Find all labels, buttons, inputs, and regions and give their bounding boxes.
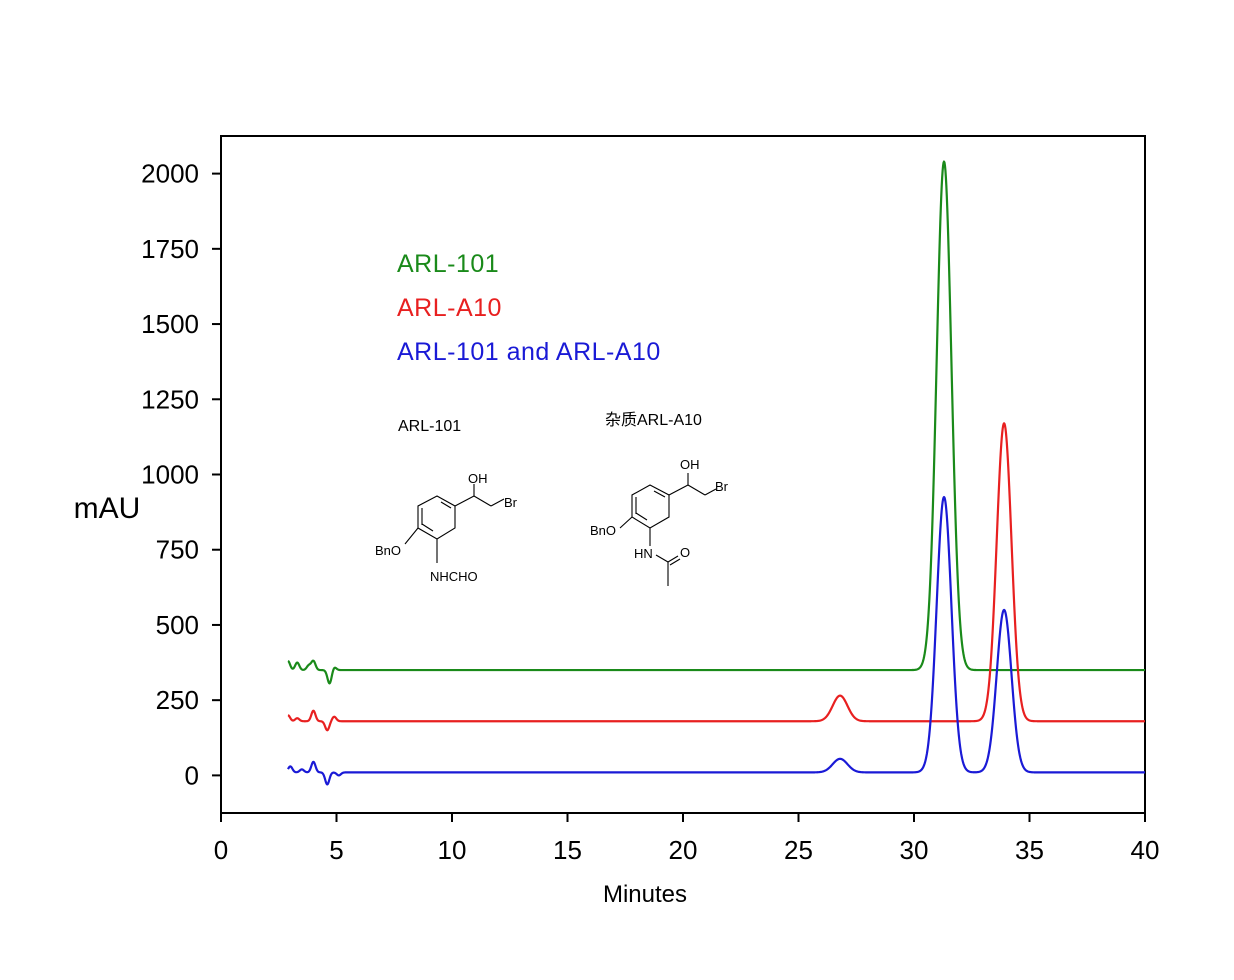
y-tick-label: 0	[185, 760, 199, 790]
y-tick-label: 500	[156, 610, 199, 640]
atom-hn: HN	[634, 546, 653, 561]
y-axis-ticks: 0 250 500 750 1000 1250 1500 1750 2000	[141, 159, 221, 790]
series-line-3	[287, 495, 1146, 786]
atom-bno-2: BnO	[590, 523, 616, 538]
atom-oh-1: OH	[468, 471, 488, 486]
structure-arl-a10: 杂质ARL-A10 OH Br BnO HN O	[590, 411, 729, 586]
y-tick-label: 2000	[141, 159, 199, 189]
y-tick-label: 1500	[141, 309, 199, 339]
x-tick-label: 10	[438, 835, 467, 865]
y-tick-label: 750	[156, 535, 199, 565]
legend: ARL-101 ARL-A10 ARL-101 and ARL-A10	[397, 250, 661, 366]
x-axis-ticks: 0 5 10 15 20 25 30 35 40	[214, 813, 1160, 865]
x-tick-label: 40	[1131, 835, 1160, 865]
plot-frame	[220, 135, 1146, 814]
x-tick-label: 15	[553, 835, 582, 865]
legend-entry-mixture: ARL-101 and ARL-A10	[397, 338, 661, 366]
y-tick-label: 1250	[141, 384, 199, 414]
series-line-2	[287, 422, 1146, 732]
atom-bno-1: BnO	[375, 543, 401, 558]
y-axis-title: mAU	[74, 492, 141, 525]
x-tick-label: 35	[1015, 835, 1044, 865]
atom-br-1: Br	[504, 495, 518, 510]
x-tick-label: 20	[669, 835, 698, 865]
x-tick-label: 0	[214, 835, 228, 865]
series-layer	[287, 160, 1146, 786]
x-tick-label: 5	[329, 835, 343, 865]
legend-entry-arl-101: ARL-101	[397, 250, 499, 278]
x-tick-label: 30	[900, 835, 929, 865]
structure-arl-101-title: ARL-101	[398, 418, 461, 435]
y-tick-label: 250	[156, 685, 199, 715]
y-tick-label: 1750	[141, 234, 199, 264]
atom-o: O	[680, 545, 690, 560]
x-axis-title: Minutes	[603, 881, 687, 908]
series-line-1	[287, 160, 1146, 685]
atom-br-2: Br	[715, 479, 729, 494]
x-tick-label: 25	[784, 835, 813, 865]
legend-entry-arl-a10: ARL-A10	[397, 294, 502, 322]
structure-arl-a10-title: 杂质ARL-A10	[605, 411, 702, 429]
y-tick-label: 1000	[141, 460, 199, 490]
atom-nhcho: NHCHO	[430, 569, 478, 584]
atom-oh-2: OH	[680, 457, 700, 472]
structure-arl-101: ARL-101 OH Br BnO NHCHO	[375, 418, 518, 584]
